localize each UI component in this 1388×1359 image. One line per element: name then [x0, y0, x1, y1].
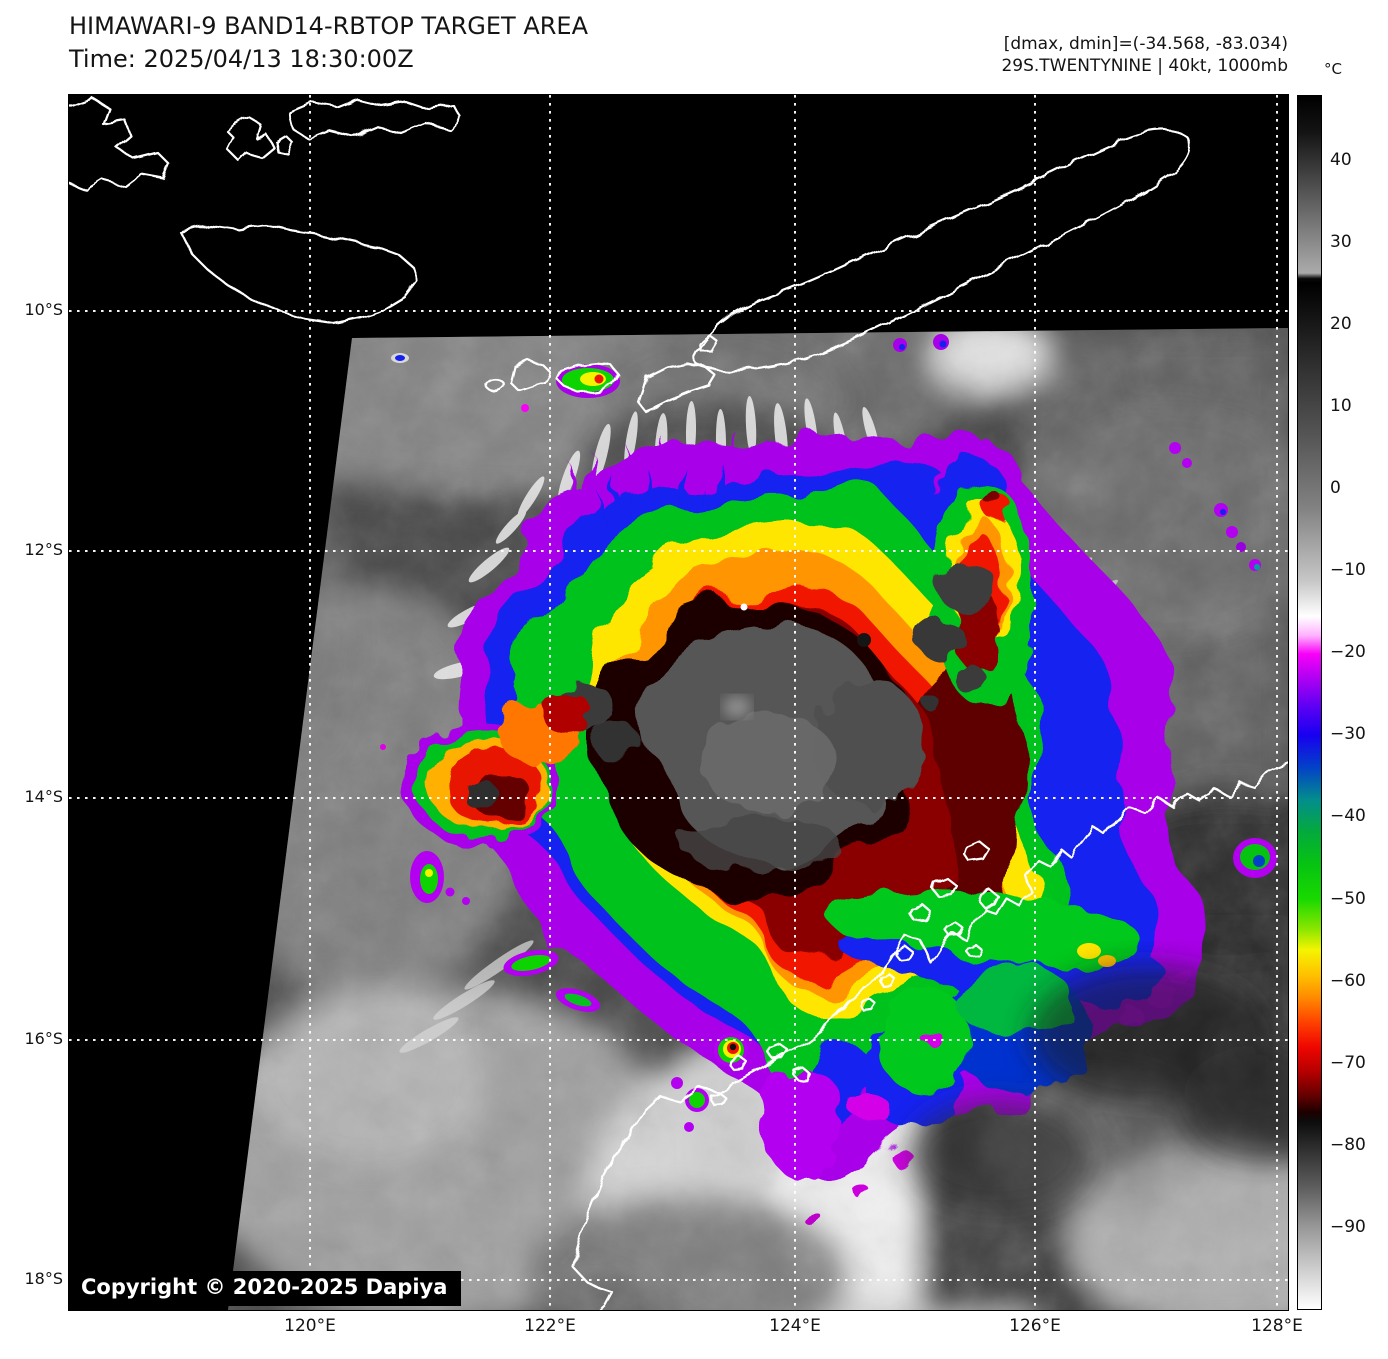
colorbar-tick: −20 — [1330, 642, 1366, 662]
lat-label-10S: 10°S — [24, 300, 63, 319]
lon-label-128E: 128°E — [1251, 1316, 1303, 1336]
colorbar-tick: −40 — [1330, 806, 1366, 826]
coastlines — [69, 95, 1288, 1310]
coast-adonara — [225, 115, 275, 163]
south-purple-fringe — [760, 1030, 942, 1226]
coast-sawu — [484, 377, 506, 393]
sw-specks — [380, 744, 601, 1012]
colorbar-tick: −10 — [1330, 560, 1366, 580]
coast-alor-chain — [287, 97, 463, 141]
south-speck-with-core — [714, 1033, 748, 1067]
colorbar-tick: −50 — [1330, 889, 1366, 909]
coast-archipelago-islets — [709, 839, 1001, 1107]
lat-label-18S: 18°S — [24, 1269, 63, 1288]
coast-speck-east — [1233, 838, 1277, 878]
coast-timor — [693, 129, 1192, 372]
colorbar-tick: 0 — [1330, 478, 1341, 498]
colorbar-unit: °C — [1324, 60, 1342, 78]
graticule — [69, 95, 1288, 1310]
colorbar-tick: 40 — [1330, 150, 1352, 170]
page-title: HIMAWARI-9 BAND14-RBTOP TARGET AREA — [69, 12, 589, 40]
overshoot-tops-ne — [917, 562, 997, 711]
lat-label-14S: 14°S — [24, 787, 63, 806]
coast-flores — [69, 95, 171, 192]
colorbar — [1297, 95, 1322, 1310]
coast-semau — [697, 333, 719, 353]
colorbar-tick: 30 — [1330, 232, 1352, 252]
dark-cloud-mottle — [909, 965, 1288, 1210]
satellite-swath — [228, 328, 1288, 1310]
colorbar-tick: 20 — [1330, 314, 1352, 334]
satellite-map — [68, 94, 1289, 1311]
coast-solor — [273, 133, 295, 155]
colorbar-tick: −70 — [1330, 1053, 1366, 1073]
lon-label-126E: 126°E — [1009, 1316, 1061, 1336]
lat-label-16S: 16°S — [24, 1029, 63, 1048]
northeast-lobe — [857, 439, 1034, 711]
coast-kimberley — [572, 761, 1288, 1310]
colorbar-tick: 10 — [1330, 396, 1352, 416]
coast-raijua — [509, 359, 553, 393]
timestamp: Time: 2025/04/13 18:30:00Z — [69, 45, 414, 73]
colorbar-tick: −80 — [1330, 1135, 1366, 1155]
colorbar-tick: −30 — [1330, 724, 1366, 744]
dmax-dmin-annotation: [dmax, dmin]=(-34.568, -83.034) — [1003, 34, 1288, 54]
coast-speck-island — [555, 361, 621, 395]
colorbar-tick: −90 — [1330, 1217, 1366, 1237]
lon-label-120E: 120°E — [284, 1316, 336, 1336]
west-lobe — [403, 693, 593, 847]
lat-label-12S: 12°S — [24, 540, 63, 559]
east-speck-trail — [1169, 442, 1261, 571]
copyright-badge: Copyright © 2020-2025 Dapiya — [69, 1271, 462, 1306]
white-dot — [740, 603, 748, 611]
storm-annotation: 29S.TWENTYNINE | 40kt, 1000mb — [1001, 56, 1288, 76]
satellite-image — [69, 95, 1288, 1310]
colorbar-tick: −60 — [1330, 971, 1366, 991]
lon-label-124E: 124°E — [769, 1316, 821, 1336]
cyclone — [403, 424, 1200, 1226]
title-block: HIMAWARI-9 BAND14-RBTOP TARGET AREA Time… — [69, 10, 588, 76]
lon-label-122E: 122°E — [524, 1316, 576, 1336]
coast-sumba — [179, 223, 419, 325]
coast-rote — [637, 361, 717, 413]
